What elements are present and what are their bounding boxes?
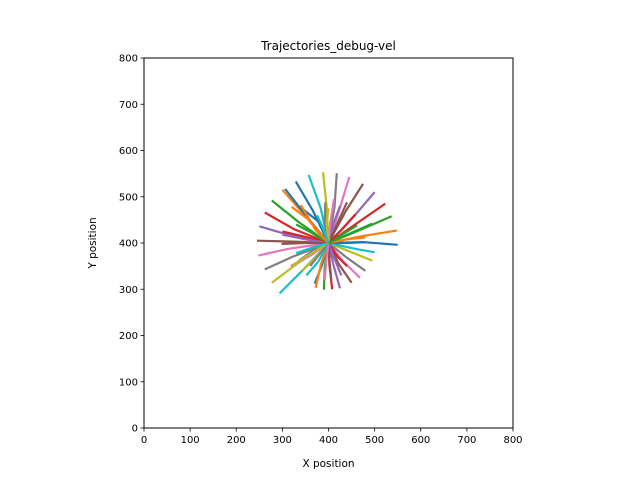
trajectory-line-29 <box>328 241 373 262</box>
x-tick-label: 300 <box>273 435 292 446</box>
y-axis-ticks: 0 100 200 300 400 500 600 700 800 <box>119 54 144 435</box>
x-tick-label: 700 <box>457 435 476 446</box>
x-axis-label: X position <box>302 458 354 470</box>
trajectory-line-59 <box>291 242 330 267</box>
trajectory-line-46 <box>327 201 348 244</box>
x-tick-label: 200 <box>227 435 246 446</box>
y-tick-label: 200 <box>119 331 138 342</box>
trajectory-line-57 <box>323 242 330 281</box>
y-tick-label: 800 <box>119 54 138 65</box>
trajectory-line-60 <box>295 241 329 255</box>
trajectory-line-17 <box>258 241 329 257</box>
trajectory-line-44 <box>327 213 357 244</box>
trajectory-line-55 <box>327 242 343 276</box>
x-tick-label: 600 <box>411 435 430 446</box>
trajectory-line-40 <box>305 242 330 277</box>
trajectory-line-33 <box>295 223 330 244</box>
y-tick-label: 400 <box>119 239 138 250</box>
trajectory-line-51 <box>328 241 366 245</box>
x-axis-ticks: 0 100 200 300 400 500 600 700 800 <box>141 428 523 446</box>
trajectory-line-14 <box>264 211 329 245</box>
chart-title: Trajectories_debug-vel <box>260 39 396 53</box>
x-tick-label: 0 <box>141 435 147 446</box>
x-tick-label: 100 <box>181 435 200 446</box>
y-tick-label: 300 <box>119 285 138 296</box>
trajectory-line-47 <box>327 198 336 244</box>
trajectory-line-22 <box>314 242 330 289</box>
y-tick-label: 100 <box>119 377 138 388</box>
y-tick-label: 600 <box>119 146 138 157</box>
x-tick-label: 500 <box>365 435 384 446</box>
trajectory-line-50 <box>316 214 330 244</box>
trajectory-line-35 <box>282 233 329 245</box>
trajectory-line-42 <box>299 204 330 244</box>
y-tick-label: 0 <box>132 424 138 435</box>
trajectory-line-54 <box>327 242 348 267</box>
y-tick-label: 500 <box>119 192 138 203</box>
x-tick-label: 800 <box>503 435 522 446</box>
trajectory-line-58 <box>309 242 330 267</box>
trajectory-lines <box>256 172 398 295</box>
x-tick-label: 400 <box>319 435 338 446</box>
y-axis-label: Y position <box>87 217 99 269</box>
trajectory-line-36 <box>281 241 329 245</box>
trajectory-line-28 <box>327 242 367 272</box>
trajectory-line-30 <box>328 241 375 254</box>
trajectory-line-52 <box>328 236 366 245</box>
trajectory-line-49 <box>325 208 330 244</box>
trajectory-line-53 <box>328 222 373 245</box>
y-tick-label: 700 <box>119 100 138 111</box>
